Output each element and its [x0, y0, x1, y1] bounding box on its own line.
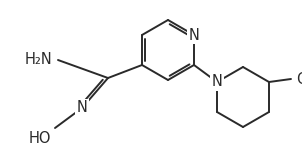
Text: H₂N: H₂N: [24, 52, 52, 67]
Text: N: N: [212, 74, 223, 90]
Text: HO: HO: [28, 131, 51, 146]
Text: CH₃: CH₃: [296, 71, 302, 86]
Text: N: N: [188, 28, 199, 43]
Text: N: N: [77, 100, 88, 116]
